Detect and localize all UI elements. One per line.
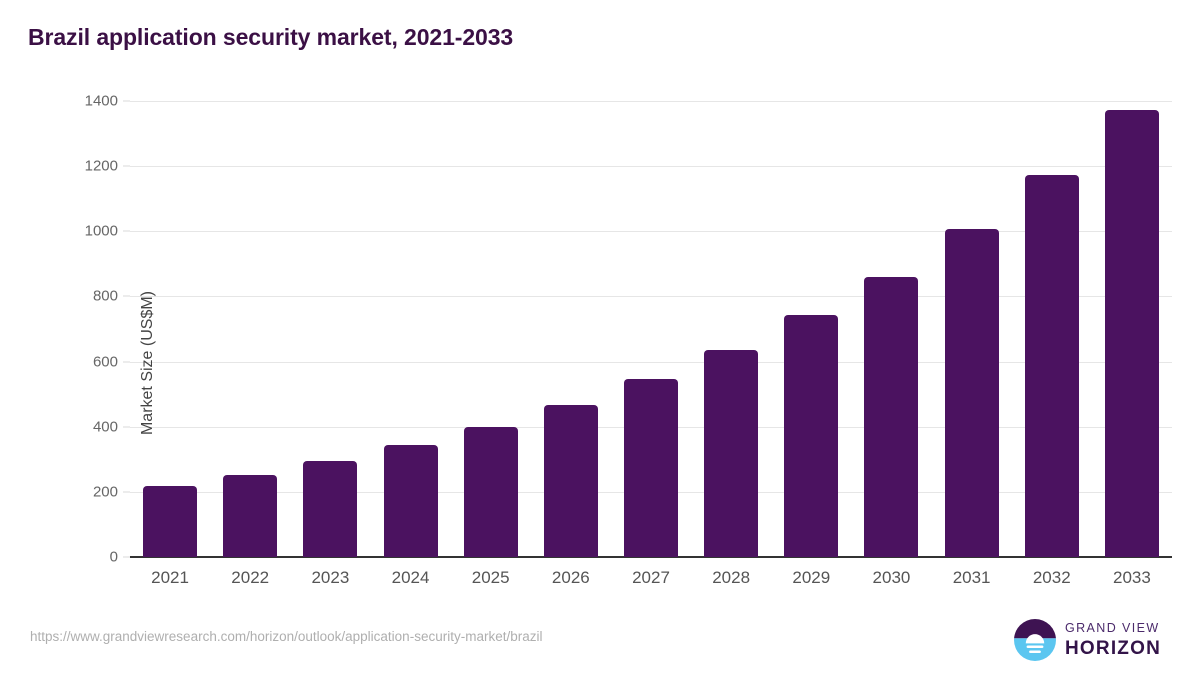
bar-slot [932, 101, 1012, 557]
bar-slot [130, 101, 210, 557]
y-tick-label: 600 [92, 353, 118, 371]
x-tick-label: 2031 [952, 568, 991, 587]
x-axis-ticks: 2021 2022 2023 2024 2025 2026 2027 2028 2029 2030… [130, 568, 1172, 598]
bar-slot [691, 101, 771, 557]
bar-slot [851, 101, 931, 557]
y-tick-mark [123, 361, 130, 363]
x-tick-label: 2027 [632, 568, 670, 587]
brand-logo-line2: HORIZON [1065, 637, 1162, 659]
bars-group [130, 101, 1172, 557]
x-tick-label: 2026 [551, 568, 590, 587]
bar[interactable] [383, 444, 438, 557]
bar[interactable] [303, 460, 358, 557]
bar-slot [611, 101, 691, 557]
bar[interactable] [1104, 110, 1159, 557]
bar-slot [531, 101, 611, 557]
y-tick-mark [123, 100, 130, 102]
y-tick-mark [123, 556, 130, 558]
bar-slot [370, 101, 450, 557]
horizon-sun-circle-icon [1014, 619, 1056, 661]
bar[interactable] [223, 474, 278, 557]
bar[interactable] [944, 228, 999, 557]
x-tick-label: 2033 [1113, 568, 1151, 587]
y-tick-label: 1200 [84, 157, 118, 175]
x-tick-label: 2025 [471, 568, 510, 587]
brand-logo: GRAND VIEW HORIZON [1014, 616, 1172, 664]
y-tick-label: 400 [92, 418, 118, 436]
bar[interactable] [623, 379, 678, 557]
y-tick-label: 0 [109, 548, 118, 566]
bar[interactable] [143, 486, 198, 557]
y-tick-label: 1400 [84, 92, 118, 110]
bar-slot [1012, 101, 1092, 557]
gridline [130, 231, 1172, 233]
x-tick-label: 2028 [712, 568, 751, 587]
x-tick-label: 2023 [311, 568, 350, 587]
bar[interactable] [704, 349, 759, 557]
y-tick-label: 1000 [84, 222, 118, 240]
bar-slot [451, 101, 531, 557]
bar[interactable] [543, 404, 598, 557]
x-tick-label: 2032 [1032, 568, 1071, 587]
y-tick-mark [123, 426, 130, 428]
bar-slot [771, 101, 851, 557]
y-tick-mark [123, 165, 130, 167]
brand-logo-text: GRAND VIEW HORIZON [1065, 622, 1161, 658]
bar[interactable] [864, 276, 919, 557]
gridline [130, 166, 1172, 168]
y-tick-label: 800 [92, 287, 118, 305]
x-tick-label: 2029 [792, 568, 831, 587]
x-tick-label: 2022 [231, 568, 270, 587]
x-tick-label: 2021 [151, 568, 189, 587]
source-url-text: https://www.grandviewresearch.com/horizo… [30, 629, 543, 644]
y-tick-label: 200 [92, 483, 118, 501]
brand-logo-line1: GRAND VIEW [1065, 621, 1160, 636]
bar-slot [1092, 101, 1172, 557]
bar-slot [290, 101, 370, 557]
gridline [130, 296, 1172, 298]
gridline [130, 361, 1172, 363]
page-title: Brazil application security market, 2021… [28, 24, 514, 50]
y-tick-mark [123, 230, 130, 232]
x-tick-label: 2030 [872, 568, 911, 587]
gridline [130, 101, 1172, 102]
bar[interactable] [1024, 174, 1079, 557]
y-tick-mark [123, 295, 130, 297]
bar[interactable] [784, 315, 839, 557]
bar-slot [210, 101, 290, 557]
x-tick-label: 2024 [391, 568, 430, 587]
bar[interactable] [463, 426, 518, 557]
y-tick-mark [123, 491, 130, 493]
